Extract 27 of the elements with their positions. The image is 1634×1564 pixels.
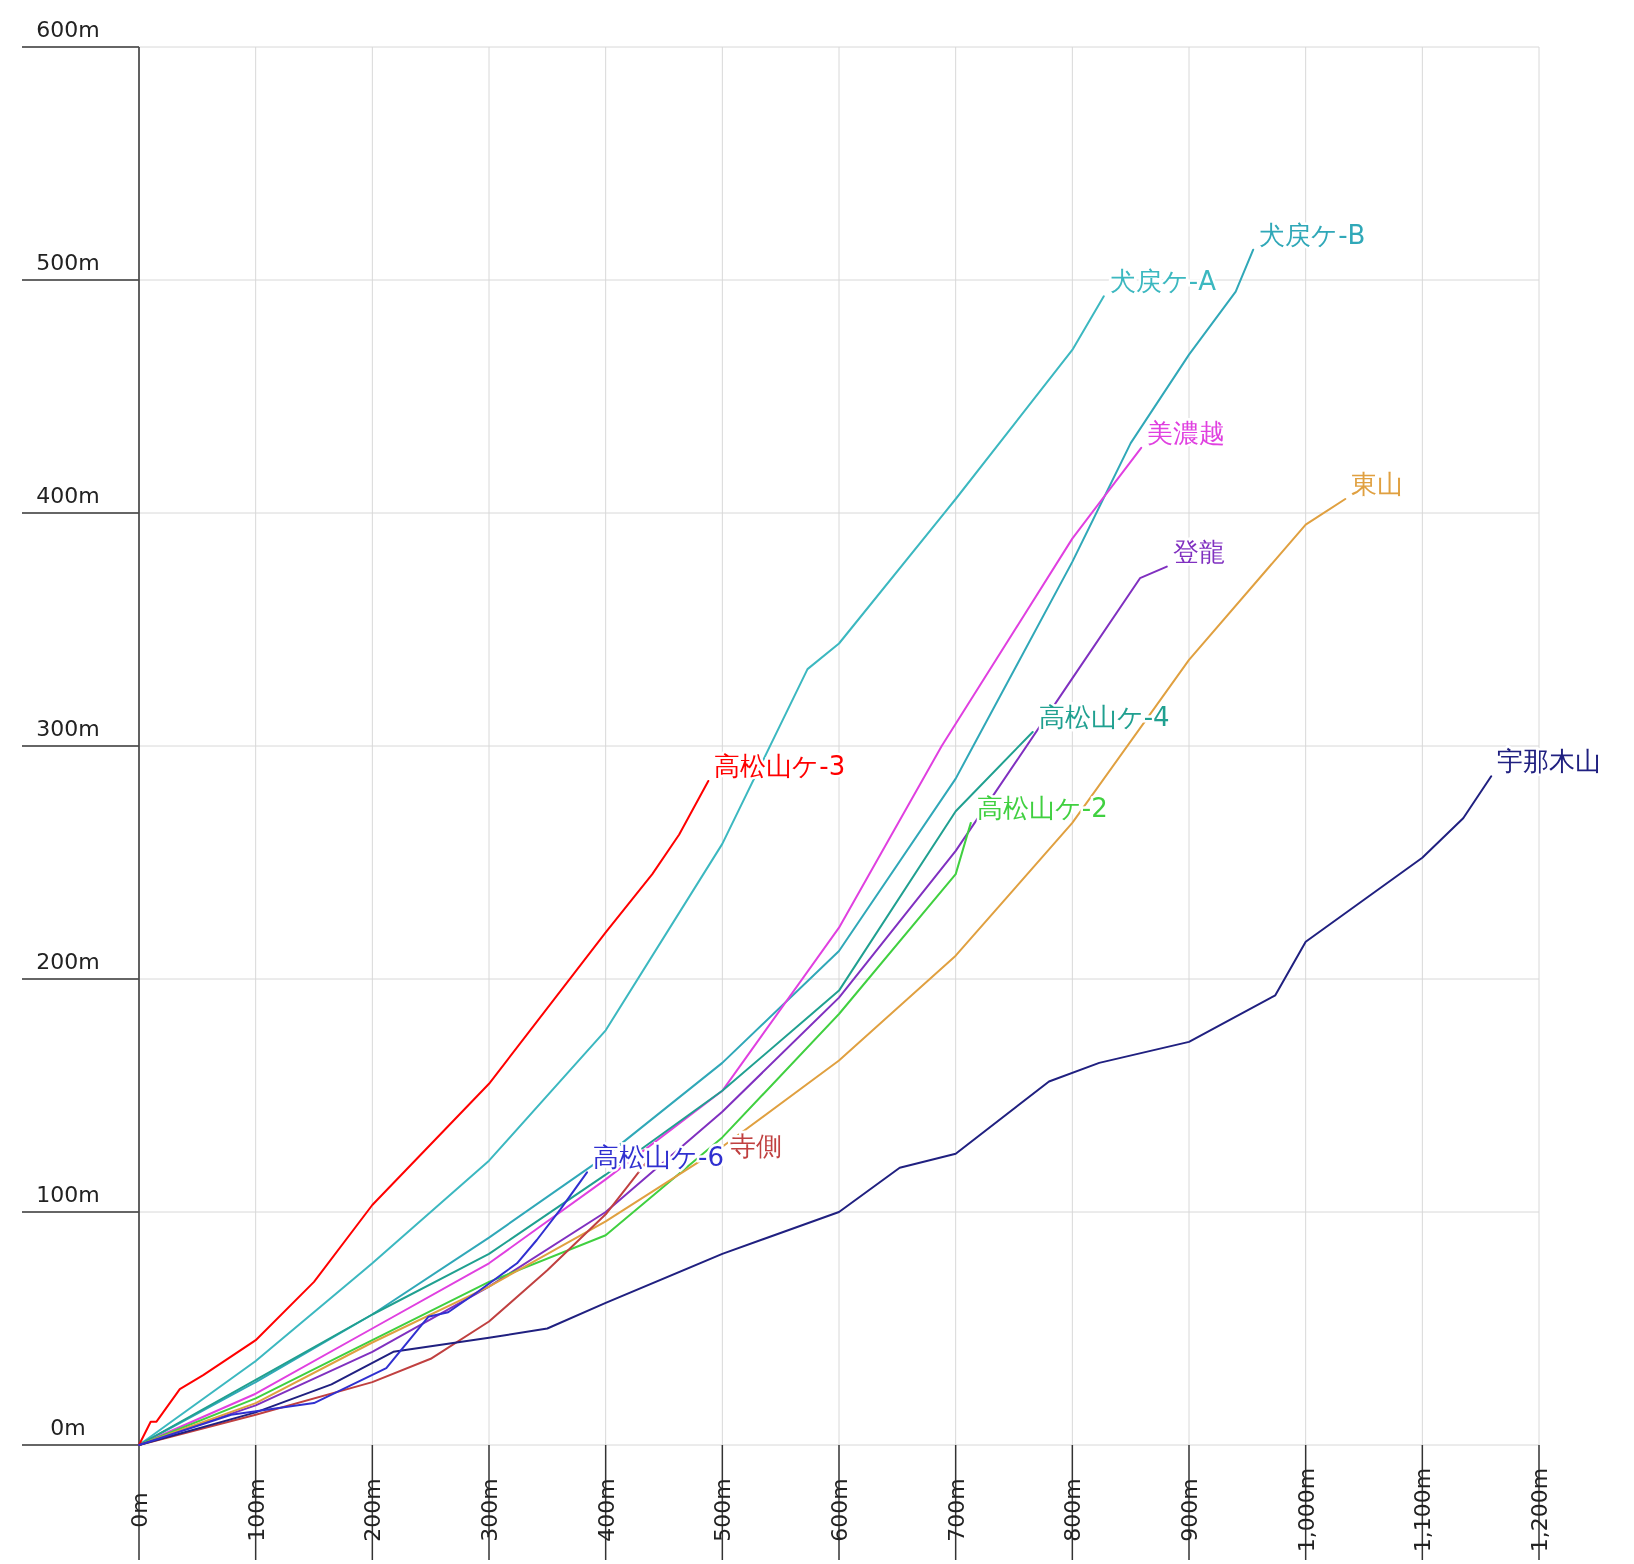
series-label: 宇那木山	[1497, 746, 1602, 777]
y-tick-label: 400m	[36, 483, 100, 508]
y-tick-label: 300m	[36, 716, 100, 741]
series-label: 寺側	[729, 1130, 782, 1161]
series-label: 犬戻ケ-A	[1109, 266, 1216, 297]
x-tick-label: 1,100m	[1410, 1467, 1436, 1553]
x-tick-label: 200m	[360, 1478, 386, 1542]
y-tick-label: 200m	[36, 949, 100, 974]
x-tick-label: 500m	[710, 1478, 736, 1542]
x-tick-label: 0m	[127, 1492, 152, 1528]
series-label: 登龍	[1172, 536, 1225, 567]
y-tick-label: 0m	[50, 1415, 86, 1440]
series-label: 美濃越	[1147, 417, 1226, 448]
x-tick-label: 800m	[1060, 1478, 1086, 1542]
x-tick-label: 400m	[593, 1478, 619, 1542]
y-tick-label: 500m	[36, 250, 100, 275]
x-tick-label: 900m	[1177, 1478, 1202, 1542]
x-tick-label: 600m	[827, 1478, 852, 1542]
y-tick-label: 100m	[36, 1182, 100, 1207]
x-tick-label: 1,200m	[1527, 1467, 1552, 1553]
x-tick-label: 100m	[243, 1478, 269, 1542]
series-label: 東山	[1351, 469, 1404, 499]
series-label: 犬戻ケ-B	[1259, 219, 1366, 250]
x-tick-label: 1,000m	[1293, 1467, 1319, 1553]
x-tick-label: 300m	[477, 1478, 502, 1542]
x-tick-label: 700m	[943, 1478, 969, 1542]
y-tick-label: 600m	[36, 17, 100, 42]
